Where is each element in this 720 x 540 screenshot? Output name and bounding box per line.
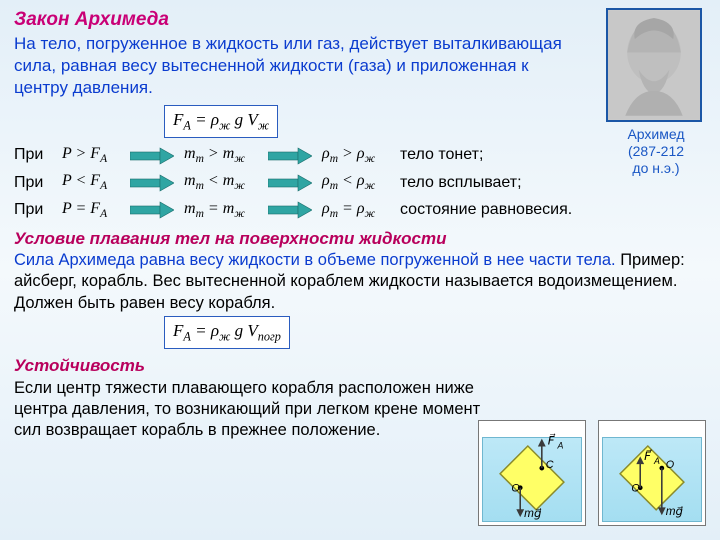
arrow-icon (130, 201, 176, 219)
arrow-icon (130, 147, 176, 165)
svg-text:A: A (557, 440, 564, 450)
svg-text:A: A (653, 456, 660, 466)
section2-lead: Сила Архимеда равна весу жидкости в объе… (14, 251, 616, 269)
svg-text:O: O (666, 459, 675, 471)
portrait-name: Архимед (627, 126, 684, 142)
cond-P: P < FA (62, 171, 122, 194)
pri-label: При (14, 145, 54, 166)
formula-floating: FA = ρж g Vпогр (164, 316, 706, 349)
cond-rho: ρm = ρж (322, 199, 392, 222)
portrait-dates: (287-212 (628, 143, 684, 159)
pri-label: При (14, 173, 54, 194)
portrait-caption: Архимед (287-212 до н.э.) (606, 126, 706, 176)
diagram-zone: O C F⃗ A mg⃗ C O F⃗ (478, 420, 706, 526)
svg-text:C: C (631, 483, 639, 495)
portrait-block: Архимед (287-212 до н.э.) (606, 8, 706, 176)
pri-label: При (14, 200, 54, 221)
cond-m: mm < mж (184, 171, 260, 194)
condition-row: ПриP < FA mm < mж ρm < ρжтело всплывает; (14, 171, 706, 194)
cond-rho: ρm < ρж (322, 171, 392, 194)
arrow-icon (268, 201, 314, 219)
archimedes-icon (608, 10, 700, 120)
cond-rho: ρm > ρж (322, 144, 392, 167)
title-archimedes-law: Закон Архимеда (14, 8, 584, 33)
arrow-icon (268, 147, 314, 165)
stability-text: Если центр тяжести плавающего корабля ра… (14, 378, 494, 442)
cond-P: P = FA (62, 199, 122, 222)
cond-m: mm > mж (184, 144, 260, 167)
portrait-era: до н.э.) (632, 160, 679, 176)
arrow-icon (130, 174, 176, 192)
condition-table: ПриP > FA mm > mж ρm > ρжтело тонет;ПриP… (14, 144, 706, 221)
condition-row: При P = FA mm = mж ρm = ρж состояние равно… (14, 199, 706, 222)
formula-box-1: FA = ρж g Vж (164, 105, 278, 138)
arrow-icon (268, 174, 314, 192)
portrait-frame (606, 8, 702, 122)
cond-m: mm = mж (184, 199, 260, 222)
title-stability: Устойчивость (14, 355, 494, 377)
vessel-unstable: C O F⃗ A mg⃗ (598, 420, 706, 526)
law-text: На тело, погруженное в жидкость или газ,… (14, 33, 584, 99)
title-floating-condition: Условие плавания тел на поверхности жидк… (14, 228, 706, 250)
svg-text:F⃗: F⃗ (548, 433, 556, 447)
result-text: состояние равновесия. (400, 200, 706, 221)
svg-text:mg⃗: mg⃗ (524, 507, 542, 520)
unstable-diagram: C O F⃗ A mg⃗ (599, 421, 705, 525)
cond-P: P > FA (62, 144, 122, 167)
svg-text:mg⃗: mg⃗ (666, 505, 684, 518)
svg-text:C: C (546, 459, 554, 471)
svg-text:O: O (511, 483, 520, 495)
vessel-stable: O C F⃗ A mg⃗ (478, 420, 586, 526)
condition-row: ПриP > FA mm > mж ρm > ρжтело тонет; (14, 144, 706, 167)
formula-box-2: FA = ρж g Vпогр (164, 316, 290, 349)
stable-diagram: O C F⃗ A mg⃗ (479, 421, 585, 525)
